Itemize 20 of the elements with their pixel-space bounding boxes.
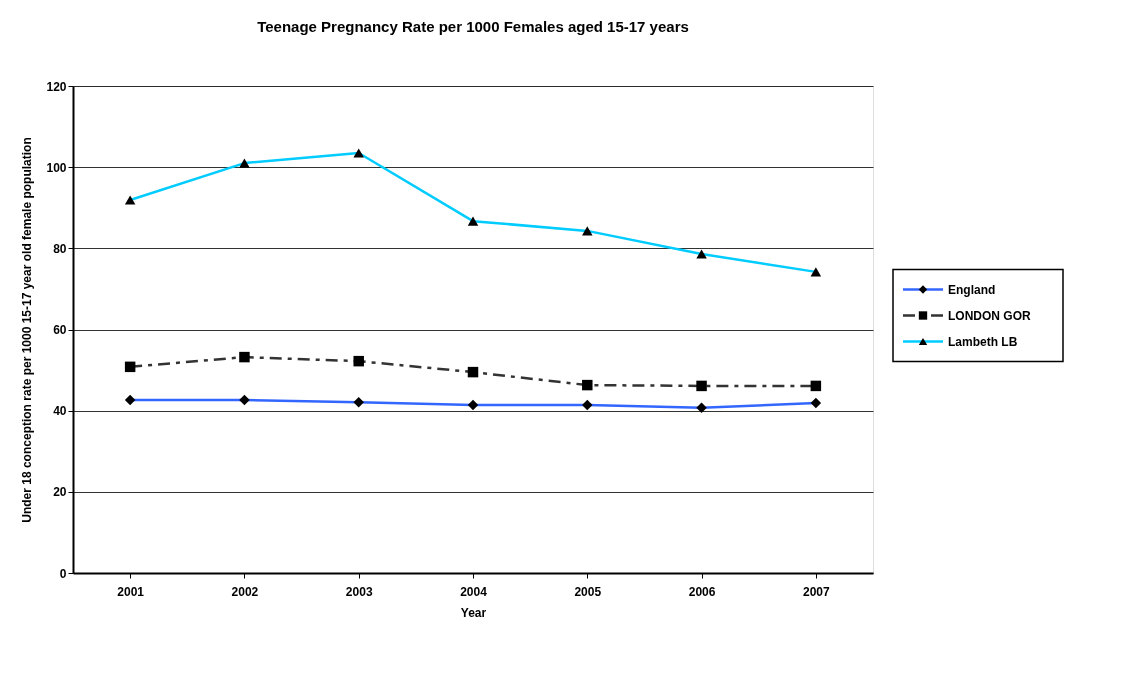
x-tick-label: 2001 — [117, 584, 145, 599]
y-tick-label: 80 — [53, 241, 67, 256]
y-axis-title: Under 18 conception rate per 1000 15-17 year old female population — [20, 137, 35, 523]
x-tick-label: 2006 — [688, 584, 716, 599]
y-tick-label: 100 — [46, 160, 67, 175]
x-tick-label: 2002 — [231, 584, 259, 599]
chart-title: Teenage Pregnancy Rate per 1000 Females aged 15-17 years — [257, 18, 689, 35]
x-tick-label: 2003 — [345, 584, 373, 599]
x-tick-label: 2004 — [460, 584, 488, 599]
legend-label: Lambeth LB — [948, 334, 1018, 349]
y-tick-label: 20 — [53, 485, 67, 500]
y-tick-label: 0 — [59, 566, 67, 581]
y-tick-label: 120 — [46, 79, 67, 94]
x-tick-label: 2005 — [574, 584, 602, 599]
legend-label: England — [948, 282, 996, 297]
legend-label: LONDON GOR — [948, 308, 1031, 323]
y-tick-label: 60 — [53, 323, 67, 337]
x-axis-title: Year — [460, 605, 487, 620]
x-tick-label: 2007 — [803, 584, 831, 599]
y-tick-label: 40 — [53, 404, 67, 419]
